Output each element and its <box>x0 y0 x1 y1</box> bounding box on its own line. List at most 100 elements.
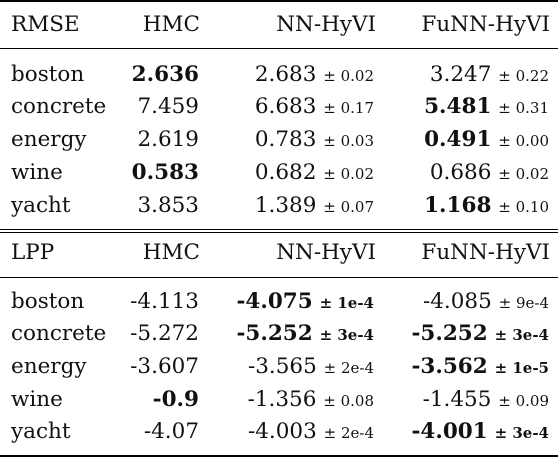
funn-hyvi-std-text: ± 0.02 <box>498 165 549 183</box>
column-header: FuNN-HyVI <box>421 240 550 265</box>
nn-hyvi-value: -4.003 <box>247 419 317 444</box>
funn-hyvi-std: ± 0.22 <box>498 67 549 85</box>
nn-hyvi-std: ± 3e-4 <box>320 326 374 344</box>
nn-hyvi-std-text: ± 0.03 <box>323 132 374 150</box>
funn-hyvi-cell: 3.247 ± 0.22 <box>430 58 549 93</box>
nn-hyvi-value: -4.075 <box>236 289 313 314</box>
funn-hyvi-cell: -1.455 ± 0.09 <box>423 383 549 418</box>
dataset-name: concrete <box>11 321 107 346</box>
hmc-value: -4.07 <box>143 419 199 444</box>
funn-hyvi-value: 3.247 <box>429 62 492 87</box>
nn-hyvi-std-text: ± 0.02 <box>323 165 374 183</box>
funn-hyvi-std-text: ± 3e-4 <box>494 326 549 344</box>
nn-hyvi-std: ± 1e-4 <box>320 294 374 312</box>
nn-hyvi-cell: -4.003 ± 2e-4 <box>248 415 374 450</box>
hmc-value: -5.272 <box>130 321 199 346</box>
funn-hyvi-value: 1.168 <box>424 193 492 218</box>
funn-hyvi-std: ± 0.09 <box>498 392 549 410</box>
nn-hyvi-value: 1.389 <box>254 193 317 218</box>
funn-hyvi-value: -4.001 <box>411 419 488 444</box>
nn-hyvi-std: ± 0.17 <box>323 99 374 117</box>
table-row: boston -4.113 -4.075 ± 1e-4 -4.085 ± 9e-4 <box>0 285 558 318</box>
hmc-value: 2.619 <box>137 127 199 152</box>
funn-hyvi-value: -1.455 <box>422 387 492 412</box>
nn-hyvi-std-text: ± 0.02 <box>323 67 374 85</box>
nn-hyvi-std: ± 0.02 <box>323 165 374 183</box>
nn-hyvi-cell: 2.683 ± 0.02 <box>255 58 374 93</box>
nn-hyvi-value: 2.683 <box>254 62 317 87</box>
funn-hyvi-value: 5.481 <box>424 94 492 119</box>
nn-hyvi-value: 0.682 <box>254 160 317 185</box>
header-row: RMSE HMC NN-HyVI FuNN-HyVI <box>0 8 558 41</box>
table-row: wine 0.583 0.682 ± 0.02 0.686 ± 0.02 <box>0 156 558 189</box>
funn-hyvi-std-text: ± 0.09 <box>498 392 549 410</box>
nn-hyvi-std-text: ± 0.08 <box>323 392 374 410</box>
column-header: NN-HyVI <box>276 12 376 37</box>
nn-hyvi-cell: 1.389 ± 0.07 <box>255 189 374 224</box>
section-divider-rule-2 <box>0 232 558 233</box>
funn-hyvi-std: ± 9e-4 <box>499 294 549 312</box>
funn-hyvi-cell: -4.001 ± 3e-4 <box>411 415 549 450</box>
column-header: HMC <box>142 12 200 37</box>
dataset-name: boston <box>11 62 85 87</box>
nn-hyvi-std: ± 0.07 <box>323 198 374 216</box>
dataset-name: yacht <box>11 193 71 218</box>
nn-hyvi-std-text: ± 3e-4 <box>319 326 374 344</box>
funn-hyvi-std: ± 0.31 <box>498 99 549 117</box>
funn-hyvi-std-text: ± 9e-4 <box>498 294 549 312</box>
funn-hyvi-std: ± 0.00 <box>498 132 549 150</box>
dataset-name: wine <box>11 387 63 412</box>
funn-hyvi-cell: 0.686 ± 0.02 <box>430 156 549 191</box>
nn-hyvi-cell: -1.356 ± 0.08 <box>248 383 374 418</box>
funn-hyvi-cell: -3.562 ± 1e-5 <box>411 350 549 385</box>
nn-hyvi-cell: -4.075 ± 1e-4 <box>236 285 374 320</box>
nn-hyvi-cell: 6.683 ± 0.17 <box>255 90 374 125</box>
nn-hyvi-std: ± 2e-4 <box>324 359 374 377</box>
column-header: NN-HyVI <box>276 240 376 265</box>
funn-hyvi-value: 0.686 <box>429 160 492 185</box>
nn-hyvi-cell: -3.565 ± 2e-4 <box>248 350 374 385</box>
table-row: concrete 7.459 6.683 ± 0.17 5.481 ± 0.31 <box>0 90 558 123</box>
dataset-name: energy <box>11 354 87 379</box>
nn-hyvi-std-text: ± 2e-4 <box>323 424 374 442</box>
funn-hyvi-std-text: ± 0.31 <box>498 99 549 117</box>
nn-hyvi-value: -1.356 <box>247 387 317 412</box>
nn-hyvi-value: 6.683 <box>254 94 317 119</box>
nn-hyvi-std: ± 0.02 <box>323 67 374 85</box>
column-header: LPP <box>11 240 55 265</box>
funn-hyvi-cell: 0.491 ± 0.00 <box>424 123 549 158</box>
nn-hyvi-std-text: ± 0.07 <box>323 198 374 216</box>
top-rule <box>0 0 558 2</box>
dataset-name: energy <box>11 127 87 152</box>
nn-hyvi-value: -5.252 <box>236 321 313 346</box>
hmc-value: 0.583 <box>131 160 199 185</box>
dataset-name: boston <box>11 289 85 314</box>
nn-hyvi-std: ± 0.08 <box>323 392 374 410</box>
funn-hyvi-std-text: ± 0.22 <box>498 67 549 85</box>
column-header: HMC <box>142 240 200 265</box>
funn-hyvi-cell: -5.252 ± 3e-4 <box>411 317 549 352</box>
funn-hyvi-value: -4.085 <box>422 289 492 314</box>
nn-hyvi-value: -3.565 <box>247 354 317 379</box>
dataset-name: concrete <box>11 94 107 119</box>
funn-hyvi-std-text: ± 0.00 <box>498 132 549 150</box>
table-row: energy -3.607 -3.565 ± 2e-4 -3.562 ± 1e-5 <box>0 350 558 383</box>
funn-hyvi-std: ± 0.02 <box>498 165 549 183</box>
funn-hyvi-std: ± 3e-4 <box>495 326 549 344</box>
funn-hyvi-std-text: ± 0.10 <box>498 198 549 216</box>
hmc-value: 2.636 <box>131 62 199 87</box>
funn-hyvi-std: ± 3e-4 <box>495 424 549 442</box>
funn-hyvi-value: -3.562 <box>411 354 488 379</box>
hmc-value: -0.9 <box>152 387 199 412</box>
nn-hyvi-std-text: ± 2e-4 <box>323 359 374 377</box>
funn-hyvi-value: 0.491 <box>424 127 492 152</box>
table-row: wine -0.9 -1.356 ± 0.08 -1.455 ± 0.09 <box>0 383 558 416</box>
nn-hyvi-std-text: ± 1e-4 <box>319 294 374 312</box>
column-header: FuNN-HyVI <box>421 12 550 37</box>
funn-hyvi-value: -5.252 <box>411 321 488 346</box>
table-row: concrete -5.272 -5.252 ± 3e-4 -5.252 ± 3e-4 <box>0 317 558 350</box>
hmc-value: -3.607 <box>130 354 199 379</box>
nn-hyvi-std: ± 0.03 <box>323 132 374 150</box>
hmc-value: 7.459 <box>137 94 199 119</box>
nn-hyvi-value: 0.783 <box>254 127 317 152</box>
